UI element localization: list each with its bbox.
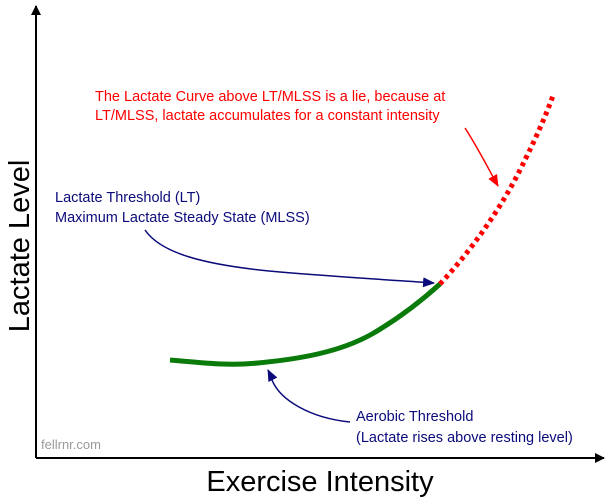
watermark: fellrnr.com [41, 437, 101, 452]
y-axis-label: Lactate Level [4, 160, 36, 333]
x-axis-label: Exercise Intensity [206, 466, 434, 497]
lactate-curve-invalid [438, 92, 557, 286]
aerobic-note-line-1: Aerobic Threshold [356, 409, 473, 425]
aerobic-threshold-arrow [267, 369, 351, 423]
lactate-curve-valid [169, 282, 442, 367]
lt-note-line-2: Maximum Lactate Steady State (MLSS) [55, 210, 310, 226]
lie-arrow [464, 127, 499, 187]
lie-note-line-1: The Lactate Curve above LT/MLSS is a lie… [95, 89, 445, 105]
lt-arrow [144, 229, 435, 288]
aerobic-note-line-2: (Lactate rises above resting level) [356, 430, 573, 446]
lie-note-line-2: LT/MLSS, lactate accumulates for a const… [95, 108, 440, 124]
lt-note-line-1: Lactate Threshold (LT) [55, 190, 200, 206]
